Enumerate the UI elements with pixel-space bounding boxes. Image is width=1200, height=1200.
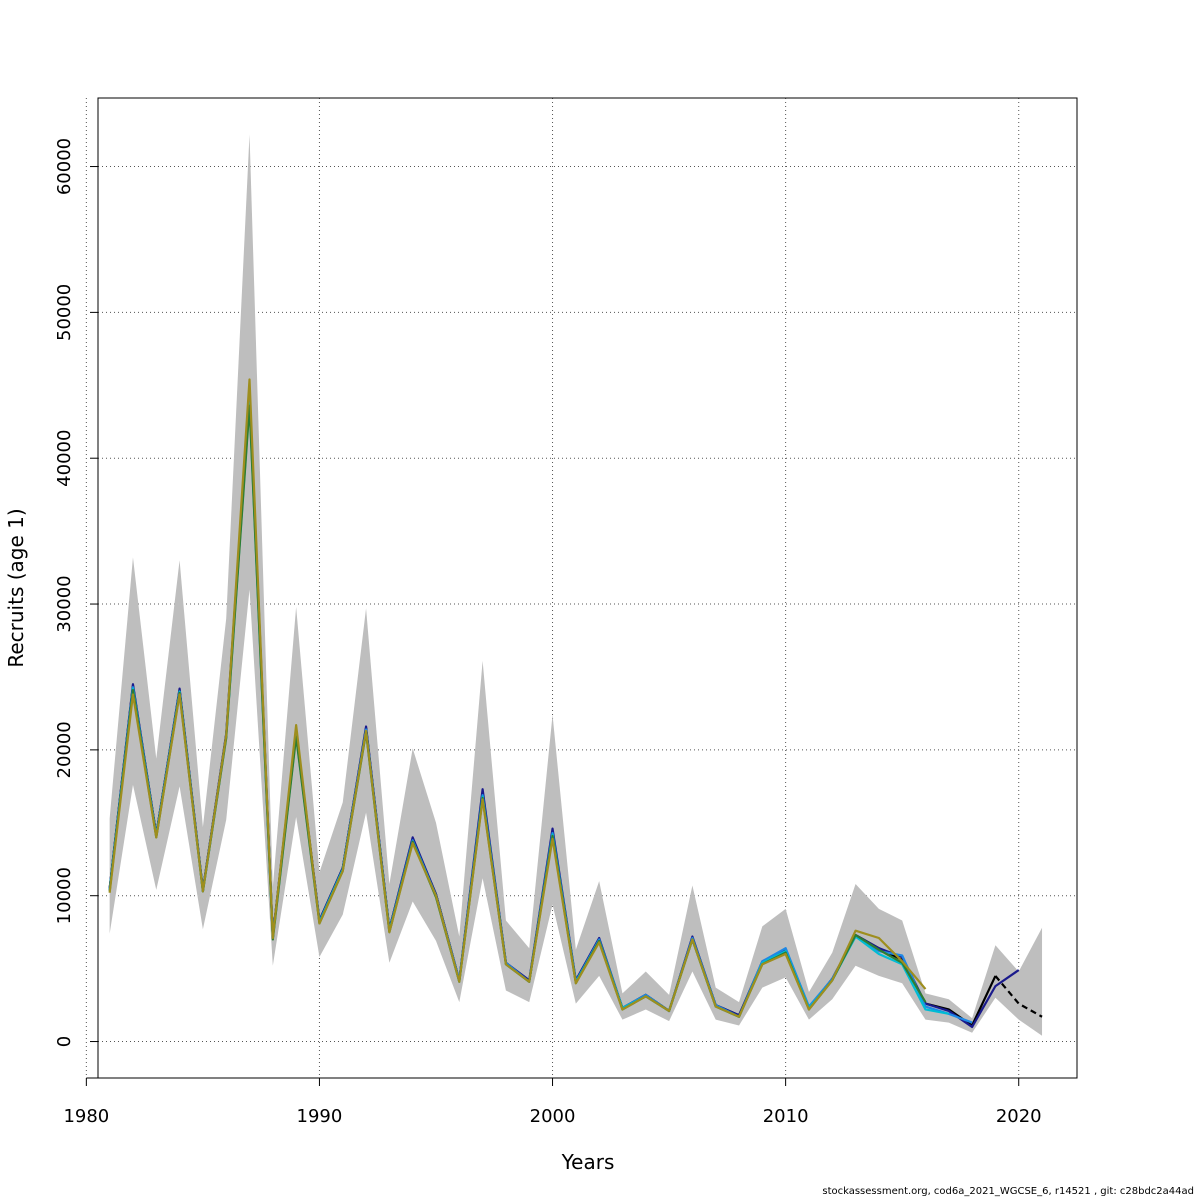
y-tick-label: 20000	[54, 721, 75, 778]
footer-credit: stockassessment.org, cod6a_2021_WGCSE_6,…	[822, 1186, 1194, 1197]
x-tick-label: 2020	[996, 1106, 1042, 1127]
y-axis: 0 10000 20000 30000 40000 50000 60000	[54, 138, 99, 1047]
confidence-band	[109, 134, 1043, 1036]
y-axis-title: Recruits (age 1)	[4, 508, 28, 667]
confidence-band-layer	[109, 134, 1043, 1036]
x-tick-label: 1990	[297, 1106, 343, 1127]
x-axis: 1980 1990 2000 2010 2020	[63, 1077, 1042, 1127]
series-layer	[108, 378, 1043, 1029]
x-axis-title: Years	[561, 1150, 615, 1174]
x-tick-label: 2010	[763, 1106, 809, 1127]
y-tick-label: 60000	[54, 138, 75, 195]
y-tick-label: 30000	[54, 575, 75, 632]
x-tick-label: 2000	[530, 1106, 576, 1127]
y-tick-label: 10000	[54, 867, 75, 924]
series-line-7	[108, 378, 927, 1018]
y-tick-label: 50000	[54, 284, 75, 341]
x-tick-label: 1980	[63, 1106, 109, 1127]
y-tick-label: 0	[54, 1036, 75, 1047]
y-tick-label: 40000	[54, 430, 75, 487]
series-line-2	[994, 975, 1043, 1018]
